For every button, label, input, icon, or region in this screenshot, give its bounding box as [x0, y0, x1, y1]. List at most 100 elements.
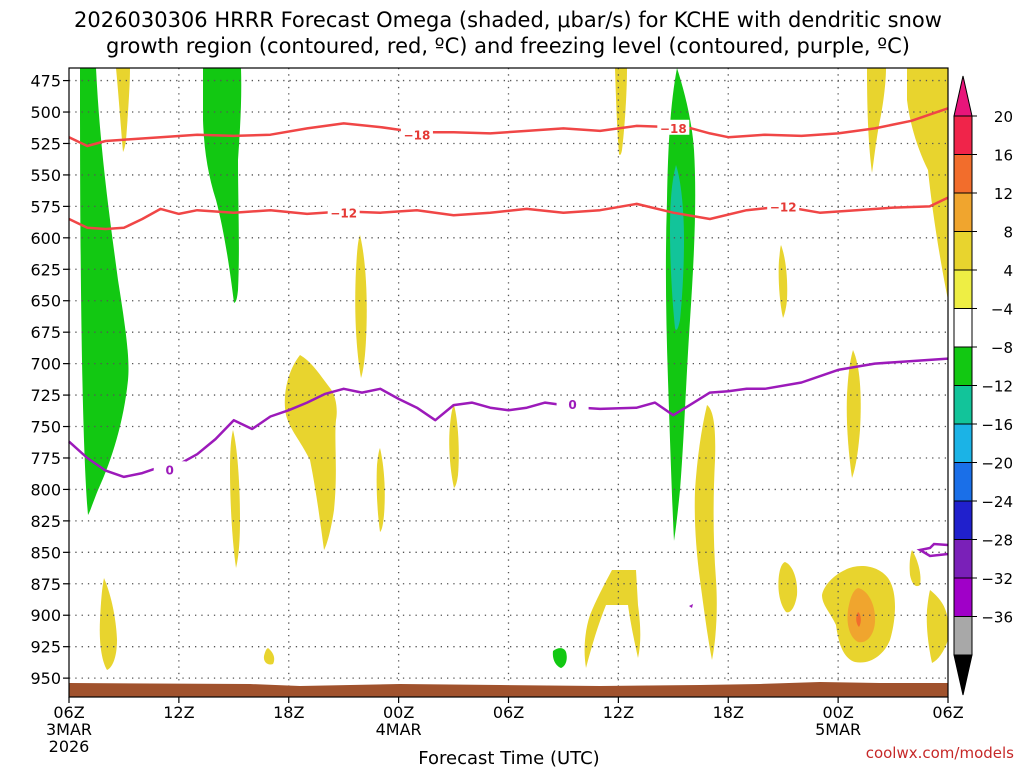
omega-region-yellow-3: [867, 68, 886, 173]
y-tick-label-575: 575: [30, 197, 61, 216]
omega-region-yellow-13: [584, 570, 641, 668]
colorbar-swatch-13: [953, 616, 973, 656]
omega-region-yellow-10: [778, 245, 788, 318]
x-tick-label-6: 12Z: [163, 703, 194, 722]
colorbar-swatch-1: [953, 154, 973, 194]
colorbar-label-1: 16: [994, 147, 1013, 165]
plot-background: [69, 68, 948, 697]
colorbar-label-12: −32: [981, 570, 1013, 588]
colorbar-label-2: 12: [994, 185, 1013, 203]
colorbar-label-13: −36: [981, 609, 1013, 627]
colorbar-swatch-7: [953, 385, 973, 425]
colorbar-swatch-8: [953, 423, 973, 463]
colorbar-swatch-5: [953, 308, 973, 348]
x-date-label-42: 5MAR: [815, 720, 861, 739]
omega-region-yellow-19: [263, 648, 275, 665]
omega-region-yellow-4: [907, 68, 948, 300]
colorbar-swatch-9: [953, 462, 973, 502]
y-tick-label-850: 850: [30, 543, 61, 562]
y-tick-label-525: 525: [30, 134, 61, 153]
colorbar-label-9: −20: [981, 455, 1013, 473]
omega-shading: [80, 68, 948, 670]
colorbar-swatch-11: [953, 539, 973, 579]
terrain-strip: [69, 682, 948, 697]
contour-lines: −18 −18 −12 −12 0 0: [68, 107, 949, 479]
colorbar-swatch-4: [953, 269, 973, 309]
colorbar-label-0: 20: [994, 108, 1013, 126]
omega-region-yellow-11: [846, 350, 861, 478]
x-tick-label-12: 18Z: [273, 703, 304, 722]
x-tick-label-36: 18Z: [713, 703, 744, 722]
omega-region-yellow-9: [449, 405, 459, 488]
colorbar-bottom-arrow: [953, 654, 973, 696]
y-tick-label-825: 825: [30, 512, 61, 531]
contour-label-bg-dgz-lower-1: [767, 198, 800, 214]
y-tick-label-900: 900: [30, 606, 61, 625]
omega-region-yellow-18: [99, 578, 117, 670]
colorbar-swatch-10: [953, 500, 973, 540]
contour-label-bg-freezing-level-0: [153, 461, 186, 477]
colorbar-swatch-2: [953, 192, 973, 232]
colorbar-label-8: −16: [981, 416, 1013, 434]
colorbar-label-5: −4: [991, 301, 1013, 319]
colorbar-label-11: −28: [981, 532, 1013, 550]
colorbar-swatch-0: [953, 115, 973, 155]
omega-region-green-1: [80, 68, 129, 515]
credit-text: coolwx.com/models: [866, 744, 1014, 762]
omega-region-yellow-8: [376, 448, 385, 532]
omega-region-yellow-1: [116, 68, 130, 152]
colorbar-top-arrow: [953, 75, 973, 117]
colorbar-label-4: 4: [1003, 262, 1013, 280]
colorbar-swatch-12: [953, 577, 973, 617]
omega-region-yellow-12: [694, 405, 717, 660]
chart-title-line1: 2026030306 HRRR Forecast Omega (shaded, …: [74, 8, 942, 32]
y-tick-label-600: 600: [30, 229, 61, 248]
y-tick-label-875: 875: [30, 575, 61, 594]
contour-dgz-upper: [68, 107, 949, 148]
contour-label-dgz-lower-0: −12: [330, 207, 357, 221]
x-date-label-18: 4MAR: [376, 720, 422, 739]
y-tick-label-800: 800: [30, 480, 61, 499]
x-axis-label: Forecast Time (UTC): [418, 748, 599, 768]
y-tick-label-750: 750: [30, 418, 61, 437]
omega-region-green-4: [552, 648, 567, 668]
y-tick-label-775: 775: [30, 449, 61, 468]
omega-region-yellow-2: [615, 68, 627, 155]
colorbar-swatch-6: [953, 346, 973, 386]
x-tick-label-0: 06Z: [53, 703, 84, 722]
contour-label-dgz-lower-1: −12: [770, 200, 797, 214]
y-tick-label-475: 475: [30, 72, 61, 91]
contour-label-freezing-level-1: 0: [568, 398, 576, 412]
x-year-label-0: 2026: [49, 737, 90, 756]
omega-region-green-2: [203, 68, 242, 303]
y-tick-label-700: 700: [30, 355, 61, 374]
plot-area: −18 −18 −12 −12 0 0: [68, 67, 949, 698]
contour-label-bg-dgz-lower-0: [327, 204, 360, 220]
omega-region-yellow-14: [778, 562, 798, 613]
y-tick-label-675: 675: [30, 323, 61, 342]
colorbar-label-6: −8: [991, 339, 1013, 357]
contour-label-bg-dgz-upper-0: [400, 126, 433, 142]
contour-label-bg-dgz-upper-1: [657, 119, 690, 135]
colorbar: 20 16 12 8 4 −4 −8 −12 −16 −20 −24 −28 −32 −36: [953, 75, 1013, 696]
colorbar-swatch-3: [953, 231, 973, 271]
x-tick-label-30: 12Z: [603, 703, 634, 722]
omega-region-yellow-6: [284, 355, 337, 550]
colorbar-label-10: −24: [981, 493, 1013, 511]
contour-label-bg-freezing-level-1: [556, 395, 589, 411]
y-tick-label-625: 625: [30, 260, 61, 279]
colorbar-label-3: 8: [1003, 224, 1013, 242]
y-tick-label-500: 500: [30, 103, 61, 122]
omega-region-yellow-16: [909, 550, 921, 587]
y-tick-label-950: 950: [30, 669, 61, 688]
contour-freezing-level: [68, 357, 949, 479]
y-tick-label-650: 650: [30, 292, 61, 311]
contour-label-dgz-upper-0: −18: [404, 129, 431, 143]
grid-lines: [69, 68, 948, 697]
colorbar-label-7: −12: [981, 378, 1013, 396]
omega-region-yellow-5: [355, 235, 367, 378]
omega-region-yellow-7: [230, 430, 240, 568]
x-tick-label-48: 06Z: [932, 703, 963, 722]
y-tick-label-725: 725: [30, 386, 61, 405]
